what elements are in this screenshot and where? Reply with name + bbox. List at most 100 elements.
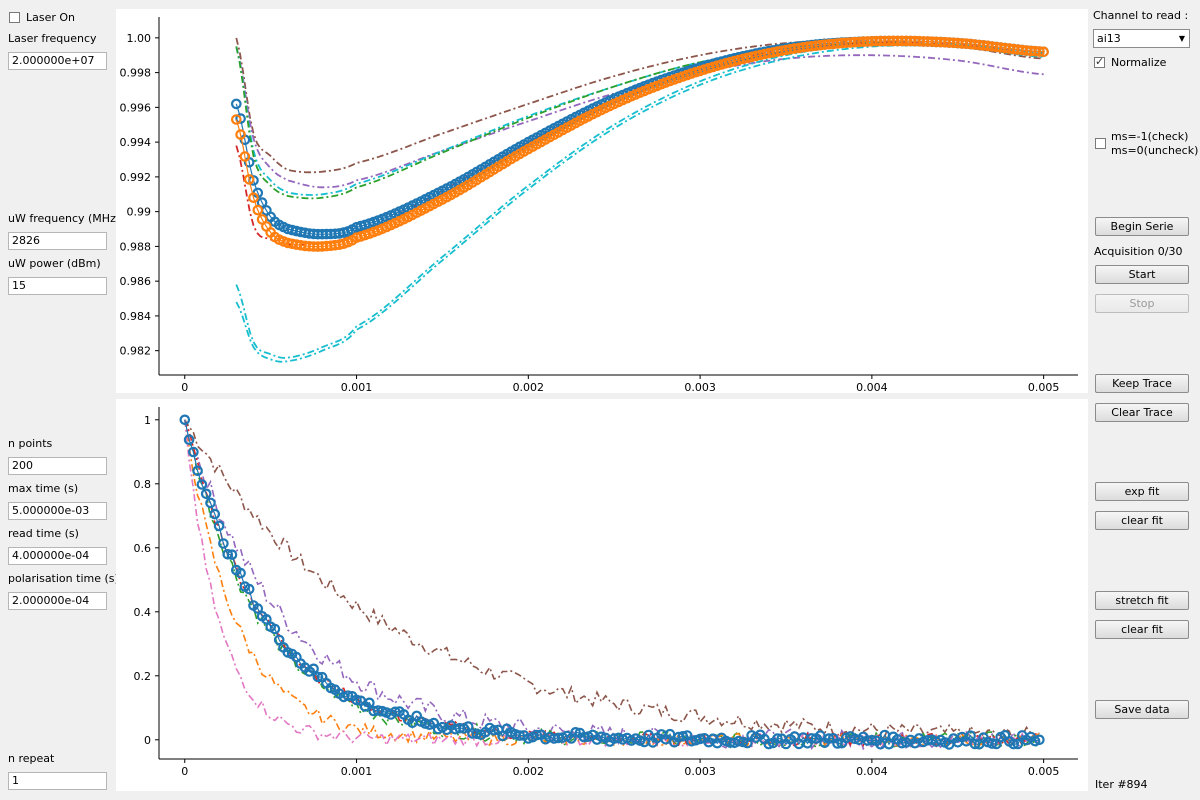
laser-on-label: Laser On	[26, 11, 76, 24]
stretch-fit-button[interactable]: stretch fit	[1095, 591, 1189, 610]
laser-frequency-input[interactable]: 2.000000e+07	[8, 52, 107, 70]
n-repeat-label: n repeat	[8, 752, 55, 765]
bottom-plot-data-point	[832, 738, 843, 749]
read-time-input[interactable]: 4.000000e-04	[8, 547, 107, 565]
bottom-plot-series-line	[184, 419, 1041, 744]
bottom-plot-data-point	[218, 538, 229, 549]
top-plot-y-tick-label: 0.998	[120, 67, 152, 80]
keep-trace-button[interactable]: Keep Trace	[1095, 374, 1189, 393]
top-plot-data-point	[252, 204, 264, 216]
top-plot-data-point	[248, 192, 259, 203]
uw-frequency-label: uW frequency (MHz)	[8, 212, 121, 225]
top-plot-data-point	[235, 129, 246, 140]
clear-fit-button-2[interactable]: clear fit	[1095, 620, 1189, 639]
ms-toggle-checkbox[interactable]	[1095, 138, 1106, 149]
top-plot-y-tick-label: 0.99	[127, 206, 152, 219]
bottom-plot-data-point	[205, 497, 216, 509]
bottom-plot-data-point	[1034, 734, 1045, 746]
normalize-checkbox[interactable]	[1094, 55, 1105, 68]
bottom-plot-data-point	[1008, 738, 1019, 750]
start-button[interactable]: Start	[1095, 265, 1189, 284]
clear-trace-button[interactable]: Clear Trace	[1095, 403, 1189, 422]
bottom-plot-data-point	[896, 737, 908, 749]
bottom-plot-data-point	[866, 734, 878, 746]
max-time-input[interactable]: 5.000000e-03	[8, 502, 107, 520]
top-plot-y-tick-label: 0.986	[120, 275, 152, 288]
top-plot-series-line	[235, 46, 1044, 189]
bottom-plot-y-tick-label: 0.4	[134, 606, 152, 619]
bottom-plot-data-point	[235, 567, 246, 579]
top-plot-data-point	[256, 197, 268, 208]
top-plot-x-tick-label: 0.003	[684, 381, 716, 393]
top-plot-y-tick-label: 0.984	[120, 310, 152, 323]
begin-serie-button[interactable]: Begin Serie	[1095, 217, 1189, 236]
top-plot-data-point	[235, 113, 246, 124]
n-repeat-input[interactable]: 1	[8, 772, 107, 790]
bottom-plot-series-line	[184, 419, 1040, 749]
top-plot[interactable]: 0 0.001 0.002 0.003 0.004 0.005 0.982 0.984 0.98…	[116, 9, 1088, 393]
top-plot-data-point	[1038, 46, 1049, 58]
channel-select-value: ai13	[1097, 32, 1121, 45]
bottom-plot-data-point	[308, 663, 319, 675]
read-time-label: read time (s)	[8, 527, 79, 540]
bottom-plot-series-line	[184, 419, 1040, 748]
top-plot-series-line	[235, 41, 1044, 246]
bottom-plot-data-point	[312, 671, 324, 683]
top-plot-x-tick-label: 0	[181, 381, 188, 393]
bottom-plot-series-line	[184, 419, 1040, 746]
polarisation-time-label: polarisation time (s)	[8, 572, 119, 585]
bottom-plot-x-tick-label: 0	[181, 765, 188, 778]
bottom-plot-data-point	[252, 603, 264, 614]
bottom-plot-data-point	[269, 623, 281, 635]
clear-fit-button-1[interactable]: clear fit	[1095, 511, 1189, 530]
laser-on-checkbox[interactable]	[9, 12, 20, 23]
top-plot-series-line	[235, 37, 1044, 174]
bottom-plot-data-point	[883, 738, 895, 750]
top-plot-y-tick-label: 0.996	[120, 101, 152, 114]
bottom-plot-data-point	[188, 446, 199, 458]
bottom-plot-data-point	[222, 549, 233, 560]
acquisition-status: Acquisition 0/30	[1094, 245, 1183, 258]
max-time-label: max time (s)	[8, 482, 79, 495]
laser-frequency-label: Laser frequency	[8, 32, 97, 45]
bottom-plot-data-point	[772, 733, 783, 744]
top-plot-y-tick-label: 0.994	[120, 136, 152, 149]
bottom-plot-series-line	[184, 419, 1040, 751]
bottom-plot-data-point	[1012, 738, 1024, 750]
exp-fit-button[interactable]: exp fit	[1095, 482, 1189, 501]
bottom-plot-data-point	[570, 726, 581, 738]
top-plot-y-tick-label: 0.982	[120, 345, 152, 358]
top-plot-data-point	[231, 98, 242, 110]
bottom-plot-data-point	[364, 697, 375, 709]
bottom-plot-data-point	[213, 520, 225, 532]
bottom-plot-data-point	[200, 488, 212, 500]
uw-frequency-input[interactable]: 2826	[8, 232, 107, 250]
bottom-plot-x-tick-label: 0.001	[341, 765, 373, 778]
uw-power-label: uW power (dBm)	[8, 257, 101, 270]
bottom-plot-data-point	[694, 733, 706, 745]
n-points-input[interactable]: 200	[8, 457, 107, 475]
bottom-plot-data-point	[183, 434, 195, 445]
channel-label: Channel to read :	[1093, 9, 1189, 22]
bottom-plot-data-point	[965, 730, 976, 741]
bottom-plot-data-point	[226, 549, 238, 560]
top-plot-x-tick-label: 0.002	[513, 381, 545, 393]
top-plot-series-line	[235, 44, 1044, 363]
channel-select[interactable]: ai13 ▼	[1093, 29, 1190, 48]
bottom-plot-svg: 0 0.001 0.002 0.003 0.004 0.005 0 0.2 0.4 0.6 0.8 1	[134, 407, 1078, 778]
polarisation-time-input[interactable]: 2.000000e-04	[8, 592, 107, 610]
ms-toggle-label-2: ms=0(uncheck)	[1111, 144, 1199, 157]
bottom-plot-data-point	[261, 614, 272, 625]
bottom-plot-data-point	[823, 733, 835, 744]
top-plot-series-line	[235, 42, 1044, 200]
iteration-counter: Iter #894	[1095, 778, 1148, 791]
bottom-plot-data-point	[741, 737, 753, 749]
bottom-plot-y-tick-label: 0	[144, 734, 151, 747]
n-points-label: n points	[8, 437, 53, 450]
uw-power-input[interactable]: 15	[8, 277, 107, 295]
bottom-plot-series-line	[184, 419, 1040, 749]
save-data-button[interactable]: Save data	[1095, 700, 1189, 719]
stop-button[interactable]: Stop	[1095, 294, 1189, 313]
bottom-plot-data-point	[273, 634, 285, 646]
bottom-plot[interactable]: 0 0.001 0.002 0.003 0.004 0.005 0 0.2 0.4 0.6 0.8 1	[116, 399, 1088, 791]
